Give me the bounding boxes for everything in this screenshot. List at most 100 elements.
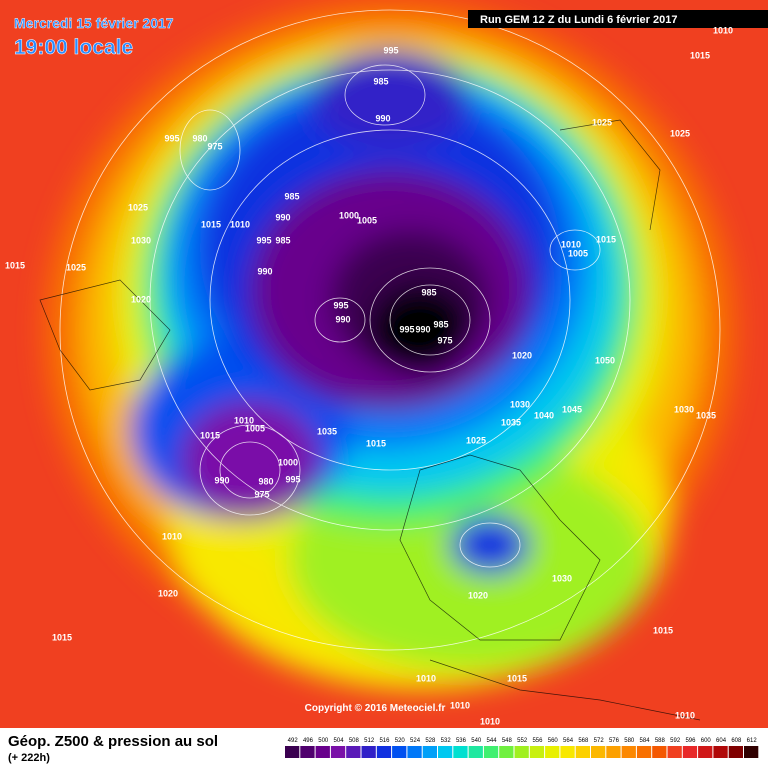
- isobar-label: 975: [207, 141, 222, 151]
- legend-level: 516: [379, 738, 390, 744]
- isobar-label: 1015: [200, 430, 220, 440]
- isobar-label: 975: [254, 489, 269, 499]
- legend-level: 532: [441, 738, 452, 744]
- legend-swatch: [468, 746, 483, 758]
- legend-level: 540: [471, 738, 482, 744]
- legend-swatch: [361, 746, 376, 758]
- isobar-label: 1010: [234, 415, 254, 425]
- isobar-label: 995: [383, 45, 398, 55]
- isobar-label: 1015: [52, 632, 72, 642]
- isobar-label: 1000: [339, 210, 359, 220]
- map-field: [0, 0, 768, 728]
- isobar-label: 990: [375, 113, 390, 123]
- legend-level: 604: [716, 738, 727, 744]
- isobar-label: 1020: [158, 588, 178, 598]
- isobar-label: 1020: [468, 590, 488, 600]
- time-title: 19:00 locale: [14, 36, 133, 59]
- legend-swatch: [636, 746, 652, 758]
- legend-swatch: [545, 746, 560, 758]
- isobar-label: 1025: [466, 435, 486, 445]
- legend-swatch: [744, 746, 759, 758]
- legend-swatch: [560, 746, 575, 758]
- isobar-label: 1010: [230, 219, 250, 229]
- isobar-label: 1020: [131, 294, 151, 304]
- legend-swatch: [591, 746, 606, 758]
- legend-swatch: [698, 746, 713, 758]
- isobar-label: 1010: [416, 673, 436, 683]
- legend-level: 596: [685, 738, 696, 744]
- isobar-label: 1015: [507, 673, 527, 683]
- copyright: Copyright © 2016 Meteociel.fr: [305, 703, 446, 714]
- isobar-label: 1005: [568, 248, 588, 258]
- isobar-label: 1015: [5, 260, 25, 270]
- legend-level: 584: [640, 738, 651, 744]
- isobar-label: 1005: [245, 423, 265, 433]
- legend-level: 512: [364, 738, 375, 744]
- legend-level: 500: [318, 738, 329, 744]
- isobar-label: 1010: [675, 710, 695, 720]
- legend-level: 608: [731, 738, 742, 744]
- isobar-label: 995: [399, 324, 414, 334]
- legend-swatch: [438, 746, 453, 758]
- isobar-label: 1025: [592, 117, 612, 127]
- legend-swatch: [346, 746, 361, 758]
- legend-level: 548: [502, 738, 513, 744]
- legend-level: 612: [747, 738, 758, 744]
- legend: 492 496 500 504 508 512 516 520 524 528 532 536 540 5…: [285, 738, 759, 758]
- legend-level: 544: [487, 738, 498, 744]
- isobar-label: 985: [275, 235, 290, 245]
- legend-level: 560: [548, 738, 559, 744]
- isobar-label-layer: 1010 1015 995 985 990 995 980 975 1025 1025 1025 10…: [5, 25, 733, 726]
- legend-swatch: [575, 746, 590, 758]
- legend-level: 524: [410, 738, 421, 744]
- isobar-label: 975: [437, 335, 452, 345]
- legend-swatch: [330, 746, 346, 758]
- legend-swatch: [483, 746, 499, 758]
- legend-level: 492: [288, 738, 299, 744]
- legend-swatch: [300, 746, 315, 758]
- legend-swatch: [407, 746, 422, 758]
- isobar-label: 1010: [450, 700, 470, 710]
- isobar-lines: [59, 9, 721, 651]
- legend-swatch: [529, 746, 545, 758]
- isobar-label: 985: [284, 191, 299, 201]
- legend-level: 576: [609, 738, 620, 744]
- isobar-label: 995: [285, 474, 300, 484]
- isobar-label: 995: [333, 300, 348, 310]
- isobar-label: 995: [164, 133, 179, 143]
- isobar-label: 1045: [562, 404, 582, 414]
- isobar-label: 985: [373, 76, 388, 86]
- legend-swatch: [376, 746, 392, 758]
- legend-swatch: [392, 746, 407, 758]
- legend-swatch: [514, 746, 529, 758]
- isobar-label: 1015: [653, 625, 673, 635]
- legend-swatch: [453, 746, 468, 758]
- legend-level: 580: [624, 738, 635, 744]
- legend-swatch: [422, 746, 437, 758]
- legend-level: 536: [456, 738, 467, 744]
- run-info: Run GEM 12 Z du Lundi 6 février 2017: [480, 14, 677, 26]
- isobar-label: 985: [433, 319, 448, 329]
- legend-level: 496: [303, 738, 314, 744]
- legend-level: 520: [395, 738, 406, 744]
- legend-swatch: [667, 746, 682, 758]
- isobar-label: 1030: [552, 573, 572, 583]
- isobar-label: 1015: [201, 219, 221, 229]
- legend-level: 592: [670, 738, 681, 744]
- footer-title: Géop. Z500 & pression au sol: [8, 733, 218, 750]
- legend-swatch: [713, 746, 728, 758]
- isobar-label: 1025: [128, 202, 148, 212]
- isobar-label: 1010: [561, 239, 581, 249]
- legend-level: 504: [334, 738, 345, 744]
- isobar-label: 1020: [512, 350, 532, 360]
- legend-level: 568: [578, 738, 589, 744]
- legend-swatch: [682, 746, 698, 758]
- footer-lead: (+ 222h): [8, 752, 50, 764]
- date-title: Mercredi 15 février 2017: [14, 15, 174, 31]
- isobar-label: 990: [275, 212, 290, 222]
- isobar-label: 1035: [317, 426, 337, 436]
- isobar-label: 990: [214, 475, 229, 485]
- legend-level: 528: [425, 738, 436, 744]
- isobar-label: 980: [258, 476, 273, 486]
